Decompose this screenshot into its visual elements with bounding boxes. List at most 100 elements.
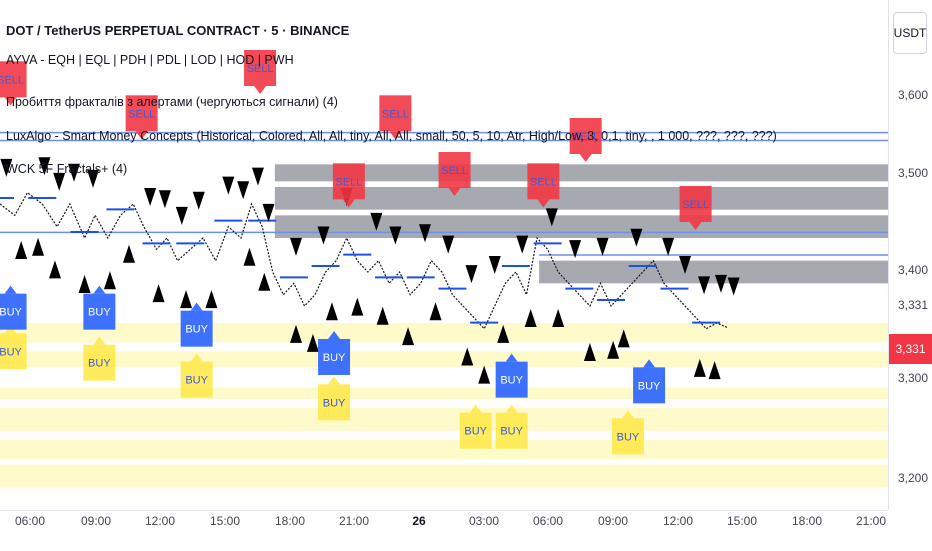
buy-label-box [633,367,666,404]
gray-zone [274,187,888,210]
indicator-legend-wck-fractals[interactable]: WCK 5F Fractals+ (4) [6,162,128,176]
buy-label-text: BUY [185,324,208,336]
fractal-up-marker [78,275,91,293]
sell-signal-label: SELL [679,186,712,230]
time-tick: 09:00 [597,514,629,528]
sell-label-pointer [448,188,461,196]
fractal-down-marker [251,167,264,186]
fractal-up-marker [497,324,510,343]
sell-label-text: SELL [382,108,409,120]
sell-label-box [244,50,277,86]
sell-signal-label: SELL [0,61,27,106]
price-axis[interactable] [888,0,932,510]
buy-signal-label: BUY [83,285,116,330]
time-tick: 12:00 [662,514,694,528]
fractal-down-marker [192,191,205,210]
time-tick: 21:00 [855,514,887,528]
price-layer [0,191,728,330]
fractal-up-marker [583,343,596,361]
buy-signal-label: BUY [495,404,528,449]
current-price-badge: 3,331 [889,334,932,364]
buy-label-pointer [328,376,341,385]
buy-signal-label: BUY [180,353,213,398]
fractal-up-marker [180,290,193,309]
fractal-down-marker [596,237,609,256]
time-tick: 18:00 [274,514,306,528]
buy-label-box [611,418,644,455]
time-tick-day: 26 [412,514,426,528]
fractal-down-marker [237,181,250,200]
price-tick: 3,600 [898,88,929,102]
fractal-down-marker [698,276,711,295]
time-tick: 06:00 [14,514,46,528]
signal-labels-layer: SELL SELL SELL SELL SELL SELL SELL SELL SELL BUY B… [0,50,712,455]
buy-label-box [180,310,213,347]
gray-zone [274,164,888,182]
buy-label-text: BUY [88,358,111,370]
fractal-up-marker [429,302,442,321]
buy-label-box [0,333,27,370]
fractal-down-marker [175,206,188,225]
sell-label-box [679,186,712,222]
sell-label-text: SELL [572,131,599,143]
buy-label-text: BUY [323,397,346,409]
chart-title[interactable]: DOT / TetherUS PERPETUAL CONTRACT · 5 · … [6,23,350,38]
sell-label-pointer [254,86,267,94]
buy-label-pointer [93,285,106,294]
indicator-legend-smc[interactable]: LuxAlgo - Smart Money Concepts (Historic… [6,129,777,143]
buy-label-box [180,361,213,398]
fractal-up-marker [478,365,491,384]
yellow-zone [0,408,888,431]
time-axis[interactable] [0,510,888,551]
buy-signal-label: BUY [180,302,213,347]
fractal-down-marker [87,169,100,188]
sell-label-text: SELL [530,176,557,188]
buy-label-text: BUY [0,346,23,358]
fractal-down-marker [545,208,558,227]
buy-label-pointer [4,285,17,294]
buy-signal-label: BUY [0,325,27,370]
buy-signal-label: BUY [0,285,27,330]
sell-label-text: SELL [0,74,24,86]
yellow-zone [0,351,888,368]
buy-label-pointer [469,404,482,413]
fractal-down-marker [222,176,235,195]
fractal-up-marker [617,329,630,348]
fractal-down-marker [53,172,66,191]
buy-label-pointer [621,410,634,419]
time-tick: 03:00 [468,514,500,528]
buy-label-box [318,339,351,375]
buy-label-pointer [505,404,518,413]
sell-signal-label: SELL [379,95,412,140]
sell-label-text: SELL [128,108,155,120]
fractal-down-marker [290,237,302,256]
yellow-zone [0,439,888,459]
buy-label-box [0,293,27,330]
sell-label-pointer [579,154,592,162]
sell-label-text: SELL [335,176,362,188]
time-tick: 12:00 [144,514,176,528]
fractal-down-marker [442,235,455,254]
sell-label-box [125,95,158,132]
sell-label-box [0,61,27,98]
fractal-down-marker [38,157,51,176]
fractal-down-marker [516,235,529,254]
buy-label-pointer [643,359,656,368]
sell-label-text: SELL [441,165,468,177]
yellow-zone [0,387,888,399]
buy-signal-label: BUY [495,353,528,398]
levels-layer [0,131,888,256]
indicator-legend-ayva[interactable]: AYVA - EQH | EQL | PDH | PDL | LOD | HOD… [6,53,294,67]
price-chart[interactable]: SELL SELL SELL SELL SELL SELL SELL SELL SELL BUY B… [0,0,888,510]
price-tick: 3,400 [898,263,929,277]
indicator-legend-fractal-breakout[interactable]: Пробиття фракталів з алертами (чергуютьс… [6,95,338,109]
fractal-up-marker [524,309,537,327]
fractal-down-marker [262,203,275,222]
buy-label-pointer [328,331,341,339]
sell-signal-label: SELL [569,118,602,162]
time-tick: 09:00 [80,514,112,528]
fractal-down-marker [679,256,692,274]
currency-badge[interactable]: USDT [893,12,927,54]
buy-label-pointer [93,336,106,345]
fractal-up-marker [48,260,61,279]
